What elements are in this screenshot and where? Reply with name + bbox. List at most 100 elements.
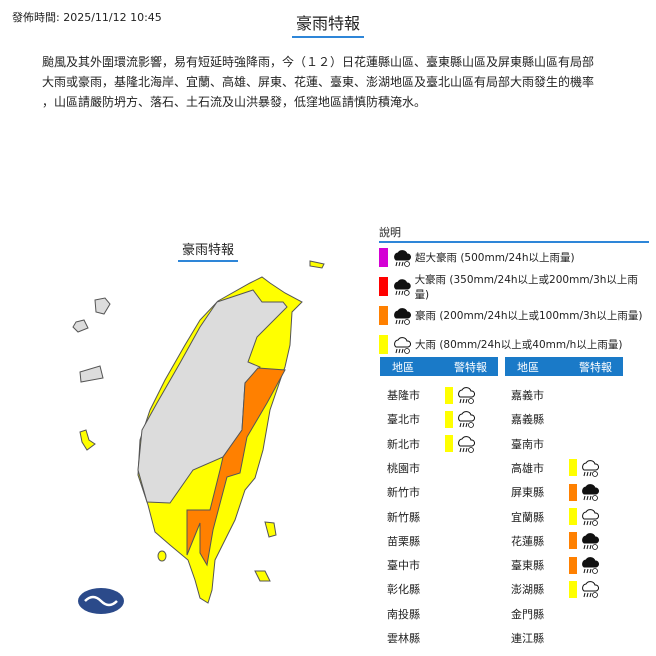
region-row: 彰化縣 bbox=[387, 577, 445, 601]
cloud-rain-dark-icon bbox=[582, 532, 600, 550]
island-green bbox=[264, 521, 277, 538]
legend-swatch bbox=[379, 277, 388, 296]
map-title: 豪雨特報 bbox=[178, 239, 239, 262]
region-row: 連江縣 bbox=[511, 626, 569, 650]
region-name: 彰化縣 bbox=[387, 583, 420, 597]
region-torrential bbox=[186, 367, 286, 567]
legend-item: 豪雨 (200mm/24h以上或100mm/3h以上雨量) bbox=[379, 301, 649, 330]
legend-swatch bbox=[379, 248, 388, 267]
legend-item: 超大豪雨 (500mm/24h以上雨量) bbox=[379, 243, 649, 272]
col-region: 地區 bbox=[392, 360, 414, 374]
legend-item: 大豪雨 (350mm/24h以上或200mm/3h以上雨量) bbox=[379, 272, 649, 301]
region-row: 桃園市 bbox=[387, 456, 445, 480]
legend: 說明 超大豪雨 (500mm/24h以上雨量) 大豪雨 (350mm/24h以上或… bbox=[379, 224, 649, 359]
region-row: 宜蘭縣 bbox=[511, 505, 603, 529]
region-row: 苗栗縣 bbox=[387, 529, 445, 553]
island-kinmen bbox=[79, 365, 104, 383]
region-name: 新竹縣 bbox=[387, 510, 420, 524]
description-line: ，山區請嚴防坍方、落石、土石流及山洪暴發，低窪地區請慎防積淹水。 bbox=[42, 95, 427, 109]
legend-label: 豪雨 (200mm/24h以上或100mm/3h以上雨量) bbox=[415, 310, 643, 322]
col-region: 地區 bbox=[517, 360, 539, 374]
region-name: 桃園市 bbox=[387, 461, 420, 475]
region-name: 嘉義市 bbox=[511, 389, 544, 402]
cloud-rain-outline-icon bbox=[582, 460, 600, 477]
region-name: 花蓮縣 bbox=[511, 534, 544, 548]
col-warning: 警特報 bbox=[579, 360, 612, 374]
region-name: 臺南市 bbox=[511, 437, 544, 451]
cwa-logo bbox=[78, 588, 124, 614]
island-matsu bbox=[72, 319, 89, 333]
region-name: 金門縣 bbox=[511, 607, 544, 621]
region-name: 臺中市 bbox=[387, 559, 420, 573]
region-row: 雲林縣 bbox=[387, 626, 445, 650]
warning-swatch bbox=[569, 532, 577, 550]
region-row: 高雄市 bbox=[511, 456, 603, 480]
region-name: 新竹市 bbox=[387, 486, 420, 500]
legend-label: 大豪雨 (350mm/24h以上或200mm/3h以上雨量) bbox=[414, 273, 638, 301]
region-row: 臺北市 bbox=[387, 407, 479, 431]
table-header-right: 地區 警特報 bbox=[505, 357, 623, 376]
region-name: 嘉義縣 bbox=[511, 413, 544, 427]
region-row: 臺中市 bbox=[387, 553, 445, 577]
region-name: 苗栗縣 bbox=[387, 534, 420, 548]
description-line: 大雨或豪雨，基隆北海岸、宜蘭、高雄、屏東、花蓮、臺東、澎湖地區及臺北山區有局部大… bbox=[42, 75, 595, 89]
region-name: 臺東縣 bbox=[511, 559, 544, 573]
cloud-rain-dark-icon bbox=[582, 484, 600, 502]
region-name: 澎湖縣 bbox=[511, 583, 544, 597]
region-row: 屏東縣 bbox=[511, 480, 603, 504]
region-row: 嘉義縣 bbox=[511, 407, 569, 431]
warning-swatch bbox=[569, 580, 577, 598]
legend-swatch bbox=[379, 306, 388, 325]
region-name: 臺北市 bbox=[387, 413, 420, 427]
island-liuqiu bbox=[157, 550, 167, 562]
cloud-rain-outline-icon bbox=[458, 411, 476, 429]
region-row: 花蓮縣 bbox=[511, 529, 603, 553]
cloud-rain-outline-icon bbox=[394, 336, 412, 354]
region-row: 臺南市 bbox=[511, 432, 569, 456]
legend-label: 超大豪雨 (500mm/24h以上雨量) bbox=[415, 252, 575, 264]
cloud-rain-outline-icon bbox=[582, 581, 600, 599]
col-warning: 警特報 bbox=[454, 360, 487, 374]
cloud-rain-outline-icon bbox=[458, 435, 476, 453]
description: 颱風及其外圍環流影響，易有短延時強降雨，今（１２）日花蓮縣山區、臺東縣山區及屏東… bbox=[42, 52, 622, 112]
cloud-rain-dark-icon bbox=[394, 249, 412, 267]
issue-time: 發佈時間: 2025/11/12 10:45 bbox=[12, 11, 162, 24]
region-row: 澎湖縣 bbox=[511, 577, 603, 601]
warning-swatch bbox=[569, 483, 577, 501]
description-line: 颱風及其外圍環流影響，易有短延時強降雨，今（１２）日花蓮縣山區、臺東縣山區及屏東… bbox=[42, 55, 595, 69]
page-title: 豪雨特報 bbox=[292, 10, 365, 38]
region-name: 基隆市 bbox=[387, 389, 420, 402]
warning-swatch bbox=[569, 508, 577, 525]
region-name: 宜蘭縣 bbox=[511, 510, 544, 524]
island-guishan bbox=[309, 260, 325, 269]
region-name: 高雄市 bbox=[511, 461, 544, 475]
cloud-rain-dark-icon bbox=[394, 307, 412, 325]
region-name: 雲林縣 bbox=[387, 632, 420, 645]
region-row: 金門縣 bbox=[511, 602, 569, 626]
island-penghu bbox=[79, 429, 96, 451]
table-header-left: 地區 警特報 bbox=[380, 357, 498, 376]
cloud-rain-outline-icon bbox=[458, 387, 476, 404]
cloud-rain-dark-icon bbox=[582, 557, 600, 574]
region-name: 連江縣 bbox=[511, 632, 544, 645]
region-row: 南投縣 bbox=[387, 602, 445, 626]
legend-item: 大雨 (80mm/24h以上或40mm/h以上雨量) bbox=[379, 330, 649, 359]
warning-swatch bbox=[569, 556, 577, 574]
island-matsu bbox=[94, 297, 111, 315]
region-row: 嘉義市 bbox=[511, 383, 569, 407]
warning-swatch bbox=[445, 410, 453, 428]
region-row: 臺東縣 bbox=[511, 553, 603, 577]
region-row: 新北市 bbox=[387, 432, 479, 456]
island-orchid bbox=[254, 570, 271, 582]
region-row: 基隆市 bbox=[387, 383, 479, 407]
cloud-rain-dark-icon bbox=[393, 278, 411, 296]
region-name: 屏東縣 bbox=[511, 486, 544, 500]
region-row: 新竹市 bbox=[387, 480, 445, 504]
warning-swatch bbox=[569, 459, 577, 477]
region-name: 新北市 bbox=[387, 437, 420, 451]
region-name: 南投縣 bbox=[387, 607, 420, 621]
legend-swatch bbox=[379, 335, 388, 354]
warning-swatch bbox=[445, 435, 453, 453]
legend-label: 大雨 (80mm/24h以上或40mm/h以上雨量) bbox=[415, 339, 623, 351]
